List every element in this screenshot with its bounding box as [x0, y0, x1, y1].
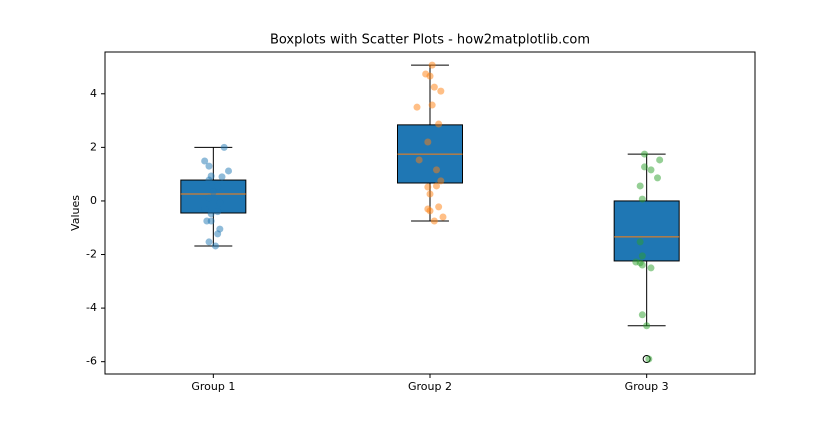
point: [647, 166, 655, 174]
point: [654, 174, 661, 182]
y-axis-label: Values: [69, 195, 82, 231]
point: [424, 138, 432, 146]
point: [638, 252, 646, 260]
point: [205, 162, 213, 170]
point: [207, 210, 215, 218]
x-tick-label: Group 1: [191, 380, 235, 393]
point: [214, 182, 222, 190]
point: [428, 61, 436, 69]
point: [201, 157, 209, 165]
x-tick-label: Group 2: [408, 380, 452, 393]
point: [214, 230, 222, 238]
point: [201, 205, 209, 213]
point: [413, 103, 421, 111]
point: [636, 238, 644, 246]
plot-frame: [104, 51, 756, 375]
point: [435, 203, 443, 211]
point: [439, 213, 447, 221]
point: [433, 182, 440, 190]
point: [205, 176, 213, 184]
point: [426, 190, 434, 198]
y-tick-label: -2: [86, 248, 97, 261]
y-tick-label: 2: [90, 140, 97, 153]
point: [220, 143, 228, 151]
point: [212, 242, 219, 250]
point: [430, 83, 438, 91]
point: [214, 208, 222, 216]
point: [641, 150, 648, 158]
box: [613, 200, 680, 262]
point: [643, 322, 651, 330]
point: [435, 120, 443, 128]
point: [656, 156, 664, 164]
y-tick-label: -6: [86, 355, 97, 368]
point: [216, 199, 224, 207]
point: [641, 163, 648, 171]
x-tick-label: Group 3: [625, 380, 669, 393]
point: [218, 173, 226, 181]
point: [430, 217, 438, 225]
point: [647, 264, 655, 272]
point: [437, 177, 445, 185]
point: [645, 355, 653, 363]
point: [205, 194, 213, 202]
point: [207, 217, 215, 225]
box: [180, 179, 247, 214]
point: [638, 311, 646, 319]
y-tick-label: 0: [90, 194, 97, 207]
point: [205, 238, 213, 246]
point: [225, 167, 232, 175]
point: [636, 182, 644, 190]
point: [433, 166, 440, 174]
point: [424, 183, 432, 191]
point: [415, 156, 423, 164]
chart-title: Boxplots with Scatter Plots - how2matplo…: [270, 33, 590, 48]
point: [428, 101, 436, 109]
point: [638, 195, 646, 203]
point: [426, 207, 434, 215]
point: [437, 87, 445, 95]
point: [209, 188, 217, 196]
y-tick-label: -4: [86, 301, 97, 314]
point: [426, 72, 434, 80]
y-tick-label: 4: [90, 87, 97, 100]
point: [638, 261, 646, 269]
